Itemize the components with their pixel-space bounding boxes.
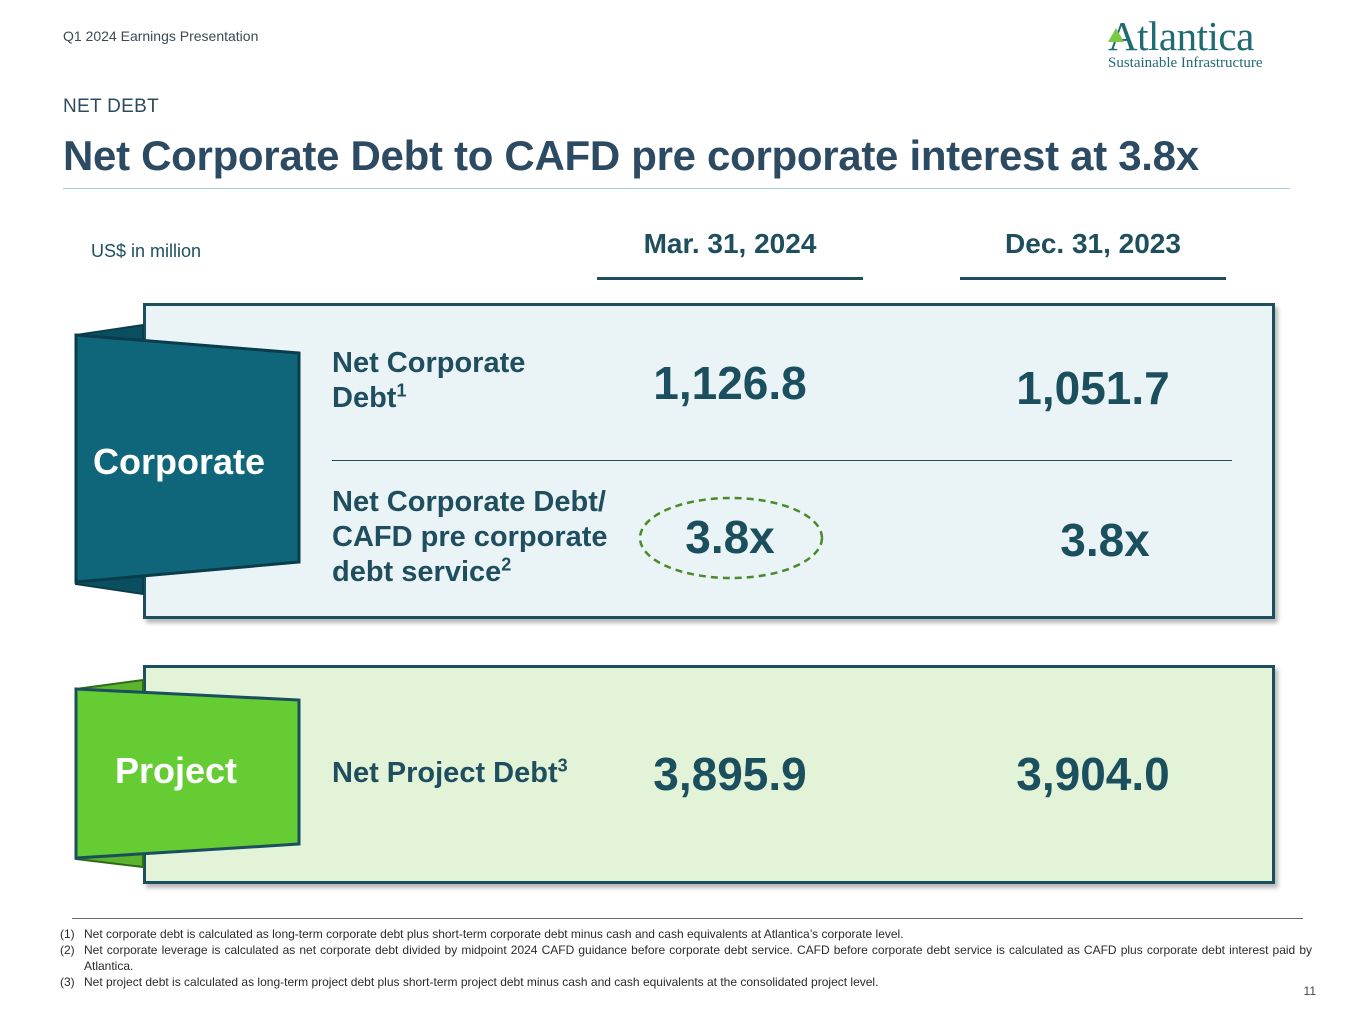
- page-title: Net Corporate Debt to CAFD pre corporate…: [63, 132, 1199, 179]
- value-net-project-debt-mar-2024: 3,895.9: [653, 748, 807, 800]
- logo-wordmark: Atlantica: [1108, 13, 1254, 59]
- units-label: US$ in million: [91, 241, 202, 261]
- value-net-corporate-debt-mar-2024: 1,126.8: [653, 357, 807, 409]
- project-tab: [74, 678, 301, 869]
- logo-tagline: Sustainable Infrastructure: [1108, 55, 1263, 71]
- value-net-corporate-debt-dec-2023: 1,051.7: [1016, 362, 1170, 414]
- footnote-item: (2) Net corporate leverage is calculated …: [60, 943, 1312, 973]
- title-divider: [63, 188, 1290, 189]
- corporate-tab-label: Corporate: [93, 441, 266, 482]
- column-header-mar-2024: Mar. 31, 2024: [643, 228, 817, 259]
- value-net-project-debt-dec-2023: 3,904.0: [1016, 748, 1170, 800]
- column-underline: [597, 277, 863, 280]
- row-divider: [332, 460, 1232, 461]
- column-header-dec-2023: Dec. 31, 2023: [1005, 228, 1181, 259]
- value-leverage-mar-2024: 3.8x: [685, 511, 775, 563]
- project-tab-label: Project: [115, 750, 238, 791]
- footnote-divider: [72, 918, 1303, 919]
- logo-triangle-icon: [1108, 28, 1124, 42]
- highlight-circle: [638, 496, 824, 580]
- project-panel: [143, 665, 1275, 884]
- page-number: 11: [1303, 984, 1316, 998]
- footnote-item: (1) Net corporate debt is calculated as l…: [60, 927, 904, 941]
- row-label-net-corporate-debt: Net Corporate Debt1: [332, 347, 526, 414]
- footnote-item: (3) Net project debt is calculated as lon…: [60, 975, 879, 989]
- footnotes: (1) Net corporate debt is calculated as l…: [60, 926, 1312, 990]
- atlantica-logo: Atlantica Sustainable Infrastructure: [1108, 12, 1288, 76]
- value-leverage-dec-2023: 3.8x: [1060, 514, 1150, 566]
- corporate-panel: [143, 303, 1275, 619]
- row-label-net-project-debt: Net Project Debt3: [332, 755, 568, 789]
- presentation-label: Q1 2024 Earnings Presentation: [63, 28, 259, 44]
- row-label-leverage-ratio: Net Corporate Debt/ CAFD pre corporate d…: [332, 486, 608, 588]
- corporate-tab: [74, 323, 301, 596]
- section-label: NET DEBT: [63, 96, 160, 117]
- column-underline: [960, 277, 1226, 280]
